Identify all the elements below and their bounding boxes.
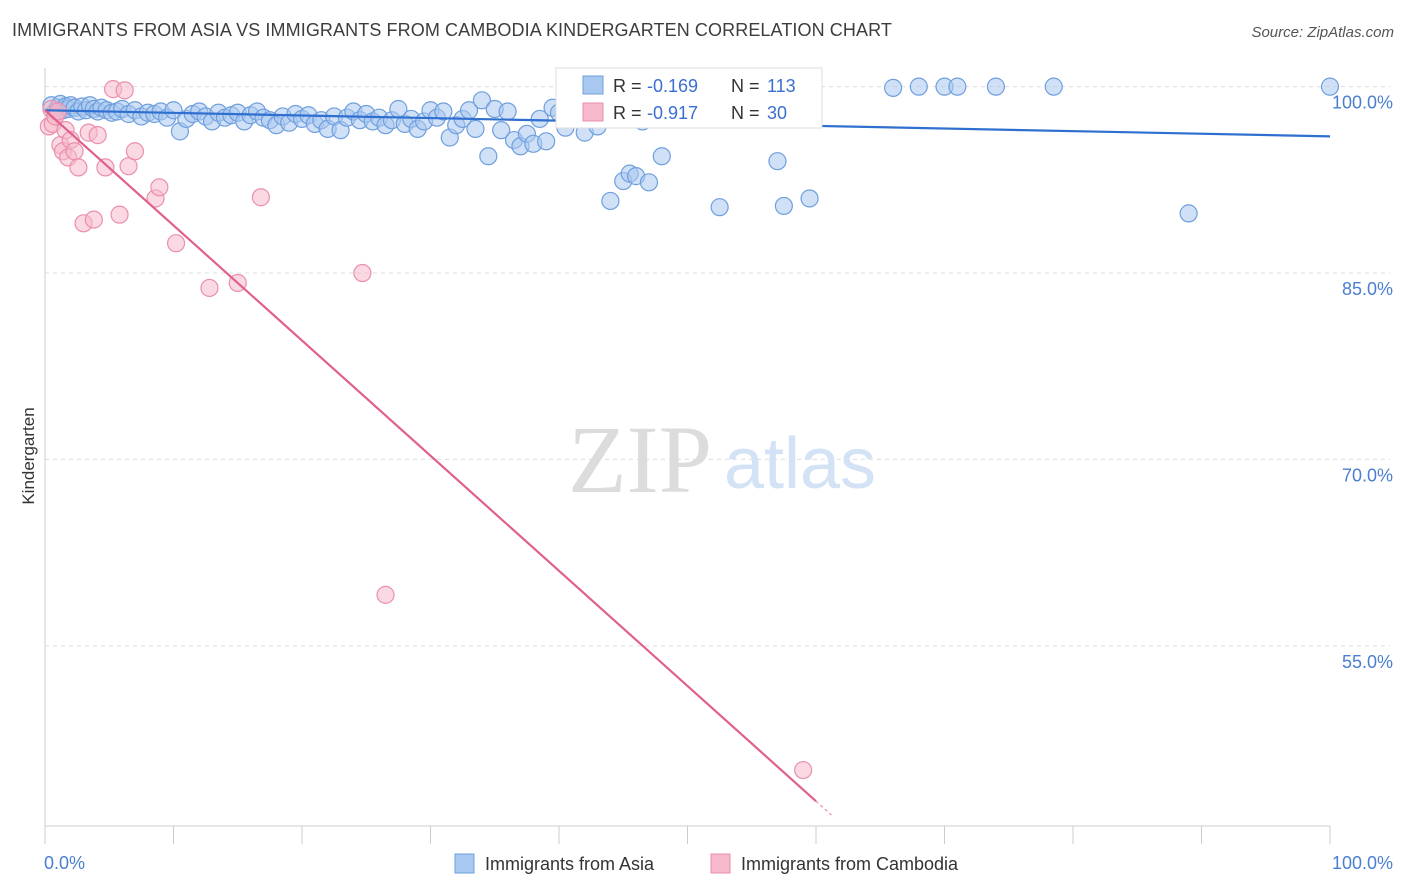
gridlines <box>45 86 1390 647</box>
asia-point <box>164 101 183 120</box>
source-label: Source: ZipAtlas.com <box>1251 24 1394 41</box>
asia-point <box>466 119 485 138</box>
y-tick-label-1: 85.0% <box>1342 279 1393 299</box>
legend-cambodia-label: Immigrants from Cambodia <box>741 854 959 874</box>
stats-asia-swatch <box>582 75 604 95</box>
asia-point <box>986 77 1006 96</box>
cambodia-point <box>84 210 103 229</box>
x-tick-label-1: 100.0% <box>1332 853 1393 873</box>
asia-point <box>800 189 819 208</box>
legend-asia-label: Immigrants from Asia <box>485 854 655 874</box>
cambodia-point <box>125 142 145 161</box>
asia-point <box>1044 77 1063 96</box>
asia-point <box>774 196 793 216</box>
y-axis-label: Kindergarten <box>19 407 38 504</box>
stats-asia-r-value: -0.169 <box>647 76 698 96</box>
asia-point <box>652 147 671 166</box>
asia-point <box>768 152 787 171</box>
cambodia-point <box>115 81 134 100</box>
legend: Immigrants from Asia Immigrants from Cam… <box>454 853 959 874</box>
stats-cambodia-r-label: R = <box>613 103 642 123</box>
asia-point <box>537 132 556 151</box>
stats-asia-n-value: 113 <box>767 76 796 96</box>
cambodia-point <box>200 278 219 298</box>
y-tick-label-0: 100.0% <box>1332 93 1393 113</box>
watermark-zip: ZIP <box>568 406 712 513</box>
cambodia-point <box>376 585 395 604</box>
stats-cambodia-swatch <box>582 102 604 122</box>
cambodia-point <box>150 178 169 197</box>
asia-point <box>948 77 967 96</box>
legend-cambodia-swatch <box>710 853 731 874</box>
asia-point <box>639 173 659 192</box>
y-tick-label-3: 55.0% <box>1342 652 1393 672</box>
cambodia-point <box>251 188 270 207</box>
axes <box>44 68 1331 844</box>
stats-cambodia-n-label: N = <box>731 103 760 123</box>
stats-cambodia-n-value: 30 <box>767 103 787 123</box>
cambodia-point <box>96 158 115 177</box>
cambodia-point <box>88 126 107 145</box>
y-tick-label-2: 70.0% <box>1342 465 1393 485</box>
cambodia-point <box>65 142 84 161</box>
asia-point <box>883 78 903 97</box>
cambodia-trend-line <box>44 109 817 802</box>
cambodia-point <box>166 234 186 253</box>
stats-box: R = -0.169 N = 113 R = -0.917 N = 30 <box>555 67 823 129</box>
asia-point <box>434 102 453 121</box>
cambodia-point <box>69 158 88 177</box>
cambodia-point <box>110 205 129 224</box>
stats-asia-r-label: R = <box>613 76 642 96</box>
cambodia-point <box>794 760 813 780</box>
chart-title: IMMIGRANTS FROM ASIA VS IMMIGRANTS FROM … <box>12 20 892 40</box>
legend-asia-swatch <box>454 853 475 874</box>
asia-point <box>601 191 620 211</box>
asia-point <box>909 77 928 96</box>
cambodia-point <box>353 263 372 283</box>
asia-point <box>1179 204 1198 223</box>
asia-point <box>1320 77 1340 96</box>
tick-labels: 100.0% 85.0% 70.0% 55.0% 0.0% 100.0% <box>44 93 1393 873</box>
watermark-atlas: atlas <box>724 424 876 504</box>
asia-point <box>479 147 498 166</box>
x-tick-label-0: 0.0% <box>44 853 85 873</box>
stats-asia-n-label: N = <box>731 76 760 96</box>
asia-point <box>472 91 491 110</box>
stats-cambodia-r-value: -0.917 <box>647 103 698 123</box>
asia-point <box>530 109 549 129</box>
asia-point <box>710 198 729 217</box>
asia-point <box>492 121 511 140</box>
cambodia-trend-extension <box>815 800 832 816</box>
asia-point <box>498 102 517 121</box>
